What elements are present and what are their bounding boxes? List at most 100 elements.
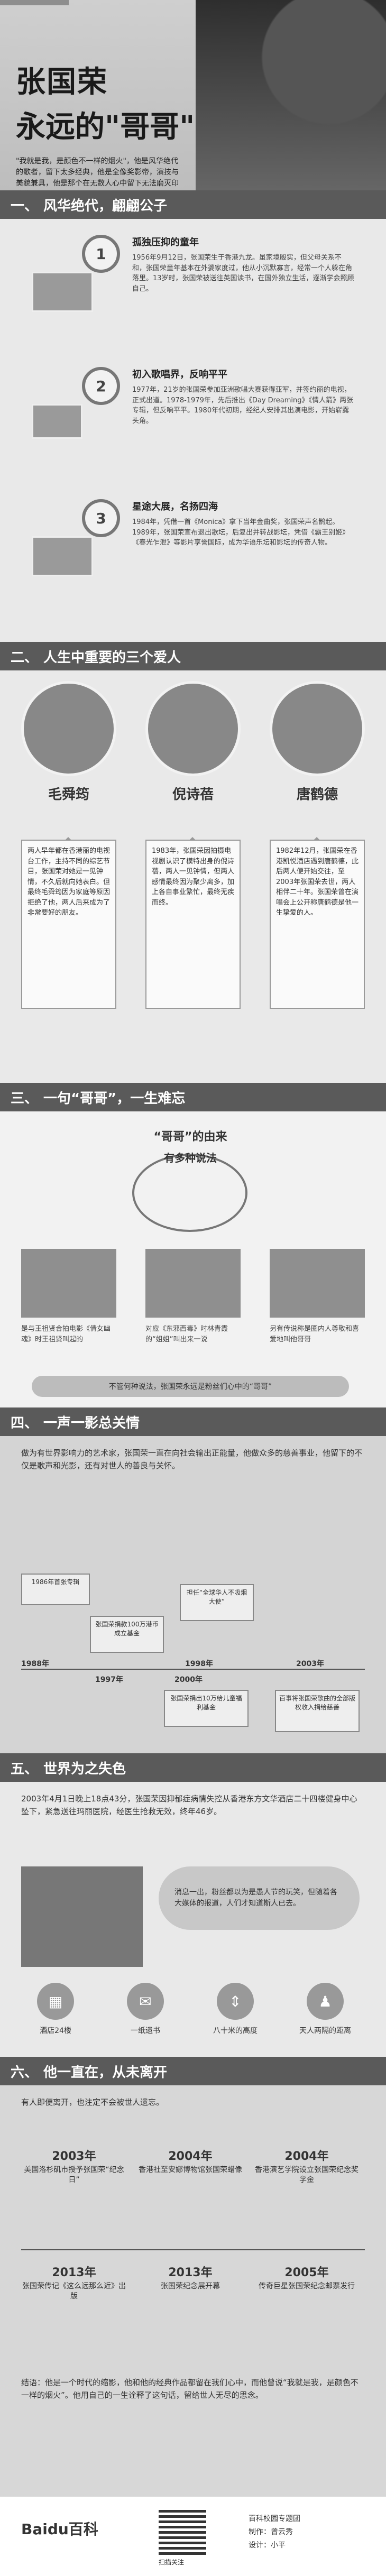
s3-column: 是与王祖贤合拍电影《倩女幽魂》时王祖贤叫起的 — [21, 1249, 116, 1345]
timeline-content: 初入歌唱界，反响平平 1977年，21岁的张国荣参加亚洲歌唱大赛获得亚军，并签约… — [132, 367, 354, 426]
section5-body: 2003年4月1日晚上18点43分，张国荣因抑郁症病情失控从香港东方文华酒店二十… — [0, 1782, 386, 2057]
timeline-number: 2 — [82, 367, 120, 405]
legacy-node: 2005年 传奇巨星张国荣纪念邮票发行 — [254, 2265, 360, 2292]
s4-timeline: 1986年首张专辑 1988年 张国荣捐款100万港币成立基金 1997年 担任… — [21, 1563, 365, 1753]
section-bar: 三、 一句“哥哥”，一生难忘 — [0, 1083, 386, 1111]
section-title: 人生中重要的三个爱人 — [43, 649, 181, 666]
legacy-node: 2013年 张国荣传记《这么远那么近》出版 — [21, 2265, 127, 2302]
node-year: 2003年 — [52, 2150, 96, 2163]
icon-label: 酒店24楼 — [40, 2027, 71, 2035]
event-box: 担任“全球华人不吸烟大使” — [180, 1584, 254, 1621]
conclusion: 结语：他是一个时代的缩影，他和他的经典作品都留在我们心中，而他曾说“我就是我，是… — [21, 2378, 359, 2400]
s5-intro: 2003年4月1日晚上18点43分，张国荣因抑郁症病情失控从香港东方文华酒店二十… — [21, 1794, 357, 1816]
newspaper-image — [21, 1866, 143, 1967]
timeline-axis — [21, 1669, 365, 1670]
hero-title: 张国荣 永远的"哥哥" — [16, 58, 206, 146]
section-6: 六、 他一直在，从未离开 有人即便离开，也注定不会被世人遗忘。 2003年 美国… — [0, 2057, 386, 2540]
s3-column: 另有传说称是圈内人尊敬和喜爱地叫他哥哥 — [270, 1249, 365, 1345]
timeline-image — [32, 404, 82, 439]
s3-text: 是与王祖贤合拍电影《倩女幽魂》时王祖贤叫起的 — [21, 1325, 111, 1344]
node-year: 2005年 — [284, 2266, 329, 2279]
timeline-text: 1984年，凭借一首《Monica》拿下当年金曲奖，张国荣声名鹊起。1989年，… — [132, 518, 350, 547]
event-year: 2003年 — [296, 1660, 324, 1668]
timeline-content: 孤独压抑的童年 1956年9月12日，张国荣生于香港九龙。虽家境殷实，但父母关系… — [132, 235, 354, 294]
timeline-text: 1956年9月12日，张国荣生于香港九龙。虽家境殷实，但父母关系不和，张国荣童年… — [132, 254, 354, 293]
s6-intro: 有人即便离开，也注定不会被世人遗忘。 — [21, 2097, 164, 2107]
s3-image — [270, 1249, 365, 1318]
person-name: 唐鹤德 — [296, 787, 338, 803]
event-year: 1998年 — [185, 1660, 213, 1668]
credit-line: 百科校园专题团 — [249, 2515, 300, 2523]
s4-intro: 做为有世界影响力的艺术家，张国荣一直在向社会输出正能量，他做众多的慈善事业，他留… — [21, 1448, 363, 1470]
footer: Baidu百科 扫描关注 百科校园专题团 制作：曾云秀 设计：小平 — [0, 2497, 386, 2576]
legacy-node: 2003年 美国洛杉矶市授予张国荣“纪念日” — [21, 2149, 127, 2186]
section-5: 五、 世界为之失色 2003年4月1日晚上18点43分，张国荣因抑郁症病情失控从… — [0, 1753, 386, 2057]
section-title: 一声一影总关情 — [43, 1415, 140, 1431]
section-num: 五、 — [11, 1761, 39, 1777]
s3-column: 对应《东邪西毒》时林青霞的“姐姐”叫出来一说 — [145, 1249, 241, 1345]
event-year: 1997年 — [95, 1676, 123, 1684]
timeline-number: 1 — [82, 235, 120, 273]
section3-body: “哥哥”的由来 有多种说法 是与王祖贤合拍电影《倩女幽魂》时王祖贤叫起的 对应《… — [0, 1111, 386, 1407]
qr-code-icon[interactable] — [159, 2507, 206, 2555]
baidu-logo: Baidu百科 — [21, 2520, 98, 2538]
people-icon: ♟ — [307, 1983, 344, 2020]
person-avatar — [145, 681, 241, 776]
section-num: 六、 — [11, 2064, 39, 2081]
credit-line: 制作：曾云秀 — [249, 2528, 293, 2537]
timeline-title: 星途大展，名扬四海 — [132, 501, 218, 512]
event-year: 1988年 — [21, 1660, 49, 1668]
person-name: 倪诗蓓 — [172, 787, 214, 803]
s5-icon-item: ▦ 酒店24楼 — [21, 1983, 90, 2036]
section-2: 二、 人生中重要的三个爱人 毛舜筠 两人早年都在香港丽的电视台工作，主持不同的综… — [0, 642, 386, 1083]
s3-head: “哥哥”的由来 — [153, 1130, 227, 1144]
timeline: 1 孤独压抑的童年 1956年9月12日，张国荣生于香港九龙。虽家境殷实，但父母… — [0, 219, 386, 642]
icon-label: 天人两隔的距离 — [299, 2027, 351, 2035]
timeline-item: 2 初入歌唱界，反响平平 1977年，21岁的张国荣参加亚洲歌唱大赛获得亚军，并… — [16, 362, 370, 494]
s5-icon-item: ✉ 一纸遗书 — [111, 1983, 180, 2036]
event-year: 2000年 — [174, 1676, 203, 1684]
node-text: 美国洛杉矶市授予张国荣“纪念日” — [24, 2165, 124, 2185]
qr-hint: 扫描关注 — [159, 2559, 185, 2566]
s3-image — [145, 1249, 241, 1318]
section-3: 三、 一句“哥哥”，一生难忘 “哥哥”的由来 有多种说法 是与王祖贤合拍电影《倩… — [0, 1083, 386, 1407]
event-box: 张国荣捐款100万港币成立基金 — [90, 1616, 164, 1653]
person-avatar — [270, 681, 365, 776]
hero-decoration — [0, 0, 69, 5]
s5-icon-item: ⇕ 八十米的高度 — [201, 1983, 270, 2036]
timeline-title: 初入歌唱界，反响平平 — [132, 369, 227, 380]
section-num: 一、 — [11, 198, 39, 214]
section-bar: 六、 他一直在，从未离开 — [0, 2057, 386, 2085]
section-title: 一句“哥哥”，一生难忘 — [43, 1090, 186, 1107]
timeline-text: 1977年，21岁的张国荣参加亚洲歌唱大赛获得亚军，并签约丽的电视，正式出道。1… — [132, 386, 353, 425]
person-desc: 1983年，张国荣因拍摄电视剧认识了模特出身的倪诗蓓，两人一见钟情，但两人感情最… — [145, 837, 241, 1009]
credits: 百科校园专题团 制作：曾云秀 设计：小平 — [249, 2513, 300, 2553]
node-text: 张国荣传记《这么远那么近》出版 — [22, 2281, 126, 2301]
title-line1: 张国荣 — [16, 65, 108, 99]
section-1: 一、 风华绝代，翩翩公子 1 孤独压抑的童年 1956年9月12日，张国荣生于香… — [0, 190, 386, 642]
section-bar: 二、 人生中重要的三个爱人 — [0, 642, 386, 670]
s3-sub: 有多种说法 — [164, 1152, 217, 1164]
s3-image — [21, 1249, 116, 1318]
event-box: 百事将张国荣歌曲的全部版权收入捐给慈善 — [275, 1690, 360, 1732]
event-box: 1986年首张专辑 — [21, 1574, 90, 1605]
event-box: 张国荣捐出10万给儿童福利基金 — [164, 1690, 249, 1727]
s3-text: 另有传说称是圈内人尊敬和喜爱地叫他哥哥 — [270, 1325, 360, 1344]
person-avatar — [21, 681, 116, 776]
section-num: 三、 — [11, 1090, 39, 1107]
node-year: 2013年 — [52, 2266, 96, 2279]
hero: 张国荣 永远的"哥哥" "我就是我，是颜色不一样的烟火"，他是风华绝代的歌者，留… — [0, 0, 386, 199]
timeline-item: 3 星途大展，名扬四海 1984年，凭借一首《Monica》拿下当年金曲奖，张国… — [16, 494, 370, 626]
hero-portrait — [196, 0, 386, 190]
section-title: 世界为之失色 — [43, 1761, 126, 1777]
section-bar: 四、 一声一影总关情 — [0, 1407, 386, 1436]
node-text: 传奇巨星张国荣纪念邮票发行 — [259, 2281, 355, 2290]
legacy-tree: 2003年 美国洛杉矶市授予张国荣“纪念日” 2004年 香港社至安娜博物馆张国… — [21, 2138, 365, 2366]
node-year: 2004年 — [168, 2150, 213, 2163]
document-icon: ✉ — [127, 1983, 164, 2020]
section-title: 他一直在，从未离开 — [43, 2064, 168, 2081]
person-card: 毛舜筠 两人早年都在香港丽的电视台工作，主持不同的综艺节目，张国荣对她是一见钟情… — [21, 681, 116, 1009]
node-year: 2004年 — [284, 2150, 329, 2163]
section-num: 四、 — [11, 1415, 39, 1431]
